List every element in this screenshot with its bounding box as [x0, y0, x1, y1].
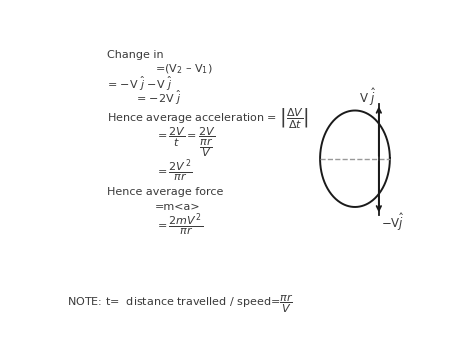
Text: $= \dfrac{2V}{t} = \dfrac{2V}{\dfrac{\pi r}{V}}$: $= \dfrac{2V}{t} = \dfrac{2V}{\dfrac{\pi… — [155, 125, 216, 159]
Text: = −2V $\hat{j}$: = −2V $\hat{j}$ — [137, 89, 182, 107]
Text: $= \dfrac{2mV^{\,2}}{\pi r}$: $= \dfrac{2mV^{\,2}}{\pi r}$ — [155, 212, 203, 239]
Text: =m<a>: =m<a> — [155, 202, 201, 212]
Text: Hence average acceleration = $\left|\dfrac{\Delta V}{\Delta t}\right|$: Hence average acceleration = $\left|\dfr… — [107, 106, 309, 130]
Text: V $\hat{j}$: V $\hat{j}$ — [359, 86, 376, 108]
Text: $= \dfrac{2V^{\,2}}{\pi r}$: $= \dfrac{2V^{\,2}}{\pi r}$ — [155, 158, 192, 185]
Text: −V$\hat{j}$: −V$\hat{j}$ — [381, 211, 404, 233]
Text: Hence average force: Hence average force — [107, 187, 223, 197]
Text: NOTE: t=  distance travelled / speed=$\dfrac{\pi r}{V}$: NOTE: t= distance travelled / speed=$\df… — [66, 292, 293, 315]
Text: =(V$_2$ – V$_1$): =(V$_2$ – V$_1$) — [155, 62, 212, 76]
Text: = −V $\hat{j}$ −V $\hat{j}$: = −V $\hat{j}$ −V $\hat{j}$ — [107, 74, 173, 93]
Text: Change in: Change in — [107, 50, 164, 61]
